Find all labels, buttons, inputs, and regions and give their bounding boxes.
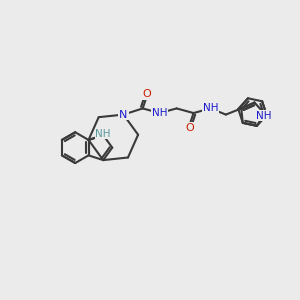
Text: NH: NH (152, 108, 167, 118)
Text: N: N (119, 110, 128, 120)
Text: O: O (185, 123, 194, 133)
Text: O: O (142, 89, 151, 99)
Text: NH: NH (203, 103, 218, 113)
Text: NH: NH (95, 129, 111, 139)
Text: NH: NH (256, 111, 272, 121)
